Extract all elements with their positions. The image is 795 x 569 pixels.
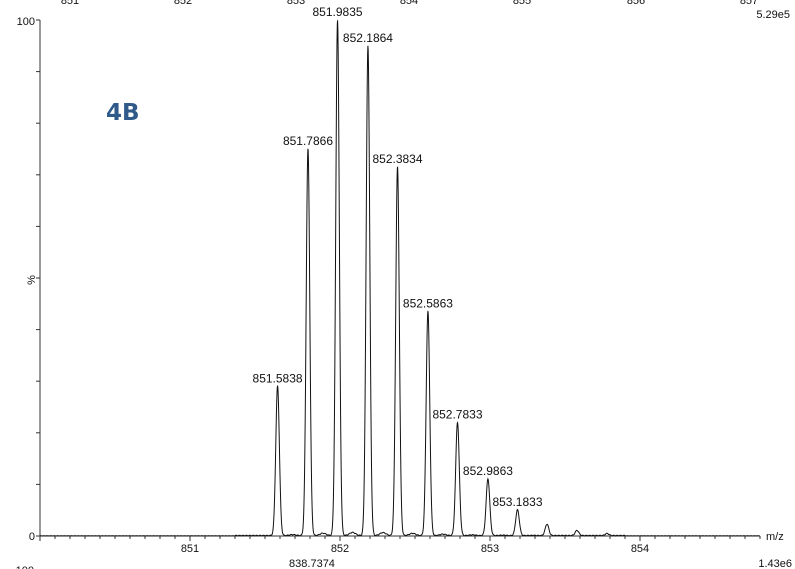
x-axis-label: m/z bbox=[766, 531, 784, 543]
peak-label: 851.9835 bbox=[312, 5, 362, 19]
top-partial-axis: 851 852 853 854 855 856 857 bbox=[61, 0, 758, 7]
secondary-intensity-label: 1.43e6 bbox=[758, 558, 792, 569]
peak-label: 853.1833 bbox=[492, 495, 542, 509]
y-tick-label-0: 0 bbox=[29, 531, 35, 543]
intensity-max-label: 5.29e5 bbox=[756, 9, 790, 21]
top-partial-label: 854 bbox=[400, 0, 418, 7]
peak-label: 852.9863 bbox=[463, 464, 513, 478]
top-partial-label: 856 bbox=[627, 0, 645, 7]
x-tick-label: 851 bbox=[181, 543, 199, 555]
peak-label: 852.5863 bbox=[403, 297, 453, 311]
peak-labels: 851.5838 851.7866 851.9835 852.1864 852.3834… bbox=[253, 5, 543, 509]
y-axis: 100 0 % bbox=[17, 16, 41, 543]
top-partial-label: 855 bbox=[513, 0, 531, 7]
top-partial-label: 851 bbox=[61, 0, 79, 7]
panel-label: 4B bbox=[106, 100, 140, 126]
x-axis-ticks: 851 852 853 854 bbox=[39, 536, 761, 555]
peak-label: 852.7833 bbox=[432, 407, 482, 421]
peak-label: 852.1864 bbox=[343, 31, 393, 45]
y-axis-ticks bbox=[36, 19, 40, 537]
x-axis: 851 852 853 854 m/z bbox=[39, 531, 784, 555]
x-tick-label: 853 bbox=[481, 543, 499, 555]
peak-label: 851.7866 bbox=[283, 134, 333, 148]
bottom-partial-peak-label: 838.7374 bbox=[289, 558, 335, 569]
top-partial-label: 857 bbox=[740, 0, 758, 7]
x-tick-label: 852 bbox=[331, 543, 349, 555]
spectrum-trace bbox=[39, 20, 761, 537]
peak-label: 851.5838 bbox=[253, 371, 303, 385]
y-axis-label: % bbox=[26, 275, 38, 285]
top-partial-label: 853 bbox=[287, 0, 305, 7]
top-partial-label: 852 bbox=[174, 0, 192, 7]
x-tick-label: 854 bbox=[631, 543, 649, 555]
peak-label: 852.3834 bbox=[372, 152, 422, 166]
y-tick-label-100: 100 bbox=[17, 16, 35, 28]
bottom-partial-y-label: 100 bbox=[16, 565, 34, 569]
